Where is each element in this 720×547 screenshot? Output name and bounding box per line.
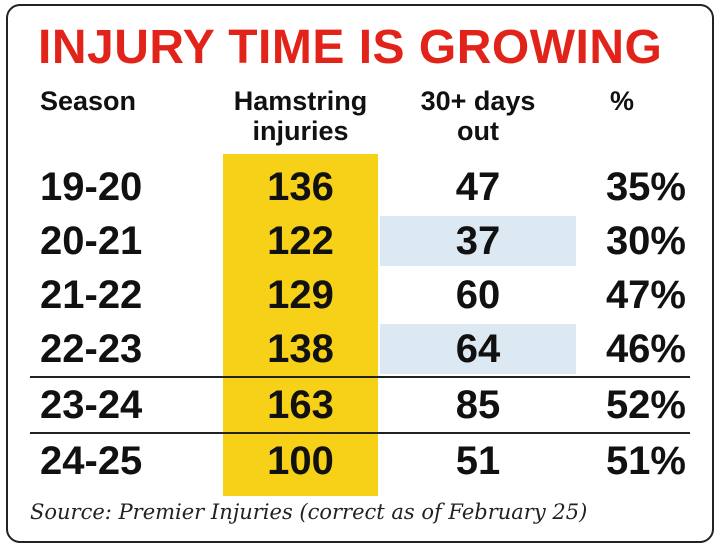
chart-title: INJURY TIME IS GROWING bbox=[38, 21, 663, 74]
cell-hamstring: 100 bbox=[267, 439, 334, 483]
cell-season: 20-21 bbox=[40, 219, 143, 263]
cell-days-out: 60 bbox=[455, 273, 501, 317]
cell-pct: 51% bbox=[605, 439, 686, 483]
source-note: Source: Premier Injuries (correct as of … bbox=[30, 500, 588, 524]
hamstring-column-highlight bbox=[223, 154, 378, 496]
header-hamstring: Hamstring injuries bbox=[233, 86, 368, 146]
infographic-card: INJURY TIME IS GROWING Season Hamstring … bbox=[6, 4, 714, 543]
cell-season: 24-25 bbox=[40, 439, 143, 483]
cell-pct: 47% bbox=[605, 273, 686, 317]
cell-hamstring: 138 bbox=[267, 327, 334, 371]
cell-pct: 30% bbox=[605, 219, 686, 263]
row-shade-22-23 bbox=[380, 324, 576, 374]
header-season: Season bbox=[40, 86, 137, 116]
cell-hamstring: 163 bbox=[267, 383, 334, 427]
cell-season: 22-23 bbox=[40, 327, 143, 371]
cell-days-out: 85 bbox=[455, 383, 501, 427]
header-pct: % bbox=[609, 86, 634, 116]
cell-hamstring: 136 bbox=[267, 165, 334, 209]
cell-pct: 46% bbox=[605, 327, 686, 371]
cell-days-out: 64 bbox=[455, 327, 501, 371]
row-shade-20-21 bbox=[380, 216, 576, 266]
cell-pct: 52% bbox=[605, 383, 686, 427]
cell-season: 19-20 bbox=[40, 165, 143, 209]
cell-hamstring: 122 bbox=[267, 219, 334, 263]
row-divider bbox=[30, 432, 690, 434]
cell-days-out: 37 bbox=[455, 219, 501, 263]
header-days-out: 30+ days out bbox=[420, 86, 536, 146]
row-divider bbox=[30, 376, 690, 378]
cell-hamstring: 129 bbox=[267, 273, 334, 317]
cell-season: 21-22 bbox=[40, 273, 143, 317]
cell-pct: 35% bbox=[605, 165, 686, 209]
cell-days-out: 51 bbox=[455, 439, 501, 483]
cell-season: 23-24 bbox=[40, 383, 143, 427]
cell-days-out: 47 bbox=[455, 165, 501, 209]
